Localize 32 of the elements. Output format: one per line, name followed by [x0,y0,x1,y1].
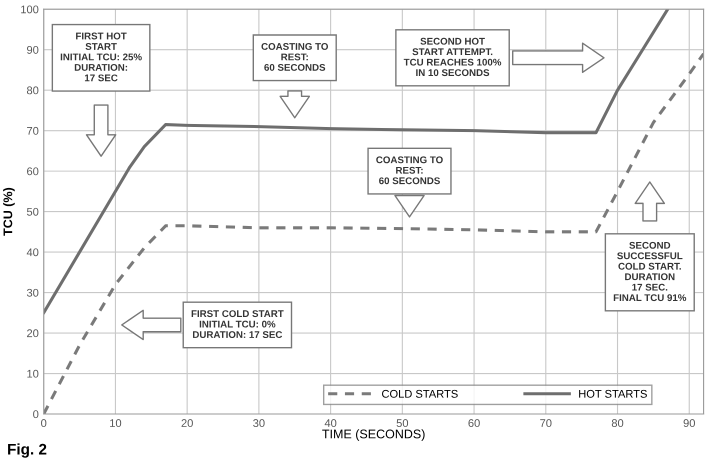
x-tick-label: 30 [253,419,265,428]
y-tick-label: 40 [26,248,38,256]
y-tick-label: 30 [26,288,38,297]
annotation: COASTING TO REST: 60 SECONDS [376,156,443,184]
y-tick-label: 20 [27,329,38,338]
x-axis-title: TIME (SECONDS) [322,429,425,441]
x-tick-label: 10 [110,419,122,428]
x-tick-label: 0 [41,419,46,428]
y-tick-label: 60 [27,167,38,176]
legend-label: COLD STARTS [382,390,458,398]
annotation: COASTING TO REST: 60 SECONDS [261,43,328,71]
y-tick-label: 50 [26,208,38,216]
x-tick-label: 20 [182,419,193,428]
annotation: SECOND HOT START ATTEMPT. TCU REACHES 100% IN 10 SECONDS [404,38,502,76]
x-tick-label: 40 [324,419,336,428]
legend-label: HOT STARTS [579,390,647,398]
y-axis-title: TCU (%) [3,188,15,236]
annotation: FIRST HOT START INITIAL TCU: 25% DURATION: 17 SEC [60,32,142,82]
y-tick-label: 90 [27,46,38,54]
y-tick-label: 100 [21,5,38,14]
x-tick-label: 90 [684,419,695,428]
y-tick-label: 70 [27,126,38,135]
x-tick-label: 60 [468,419,480,428]
annotation: FIRST COLD START INITIAL TCU: 0% DURATION: 17 SEC [192,310,284,338]
x-tick-label: 70 [540,419,552,428]
y-tick-label: 0 [33,410,38,418]
x-tick-label: 50 [396,419,408,428]
annotation: SECOND SUCCESSFUL COLD START. DURATION 17 SEC. FINAL TCU 91% [614,242,686,302]
x-tick-label: 80 [612,419,624,428]
y-tick-label: 10 [27,370,38,378]
y-tick-label: 80 [26,86,38,94]
caption: Fig. 2 [8,443,46,458]
